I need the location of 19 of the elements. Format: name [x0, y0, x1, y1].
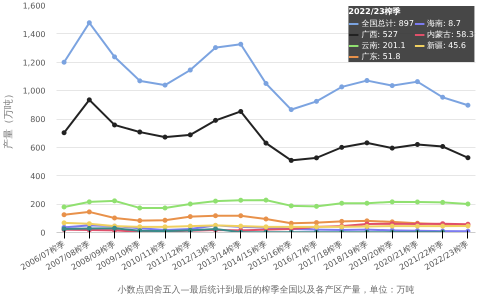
- y-tick-label: 400: [30, 172, 46, 181]
- y-tick-label: 1,400: [22, 30, 46, 39]
- legend-label: 全国总计: 897: [361, 18, 414, 29]
- y-axis-title: 产量（万吨）: [2, 89, 15, 149]
- legend-label: 云南: 201.1: [361, 40, 406, 51]
- legend-label: 新疆: 45.6: [426, 40, 466, 51]
- y-tick-label: 200: [30, 200, 46, 210]
- y-tick-label: 1,200: [22, 58, 46, 68]
- y-tick-label: 800: [30, 115, 46, 124]
- y-tick-label: 1,600: [22, 2, 46, 10]
- legend-title: 2022/23榨季: [348, 6, 402, 17]
- y-tick-label: 600: [30, 143, 46, 152]
- legend-label: 广西: 527: [361, 29, 398, 40]
- y-tick-label: 1,000: [22, 86, 46, 96]
- legend-label: 海南: 8.7: [426, 18, 461, 29]
- legend-label: 广东: 51.8: [361, 51, 400, 62]
- text: 小数点四舍五入—最后统计到最后的榨季全国以及各产区产量，单位：万吨: [118, 284, 414, 296]
- y-tick-label: 0: [40, 228, 46, 238]
- legend-label: 内蒙古: 58.3: [426, 29, 474, 40]
